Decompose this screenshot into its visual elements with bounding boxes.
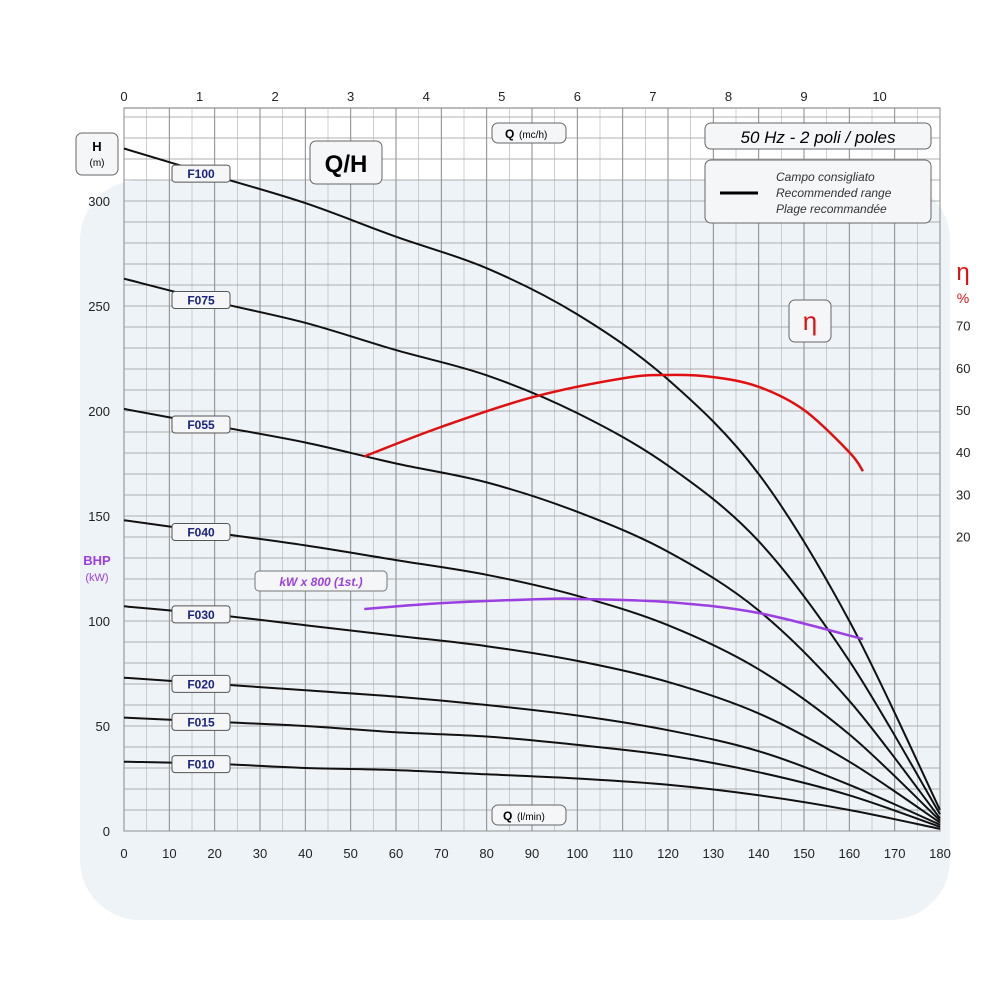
curve-label-box — [171, 290, 231, 309]
head-curve-f010 — [123, 760, 941, 830]
head-curve-f020 — [123, 676, 941, 826]
legend-text: Recommended range — [776, 186, 892, 200]
y-left-tick-label: 150 — [88, 509, 110, 524]
head-curve-f015 — [123, 716, 941, 828]
x-bottom-unit: (l/min) — [517, 812, 545, 823]
curve-label-box — [171, 415, 231, 434]
eta-box — [788, 299, 832, 343]
y-right-tick-label: 60 — [956, 361, 970, 376]
legend-text: Campo consigliato — [776, 170, 875, 184]
power-label-box — [254, 570, 388, 592]
y-right-tick-label: 30 — [956, 487, 970, 502]
y-axis-label: H — [92, 139, 101, 154]
x-bottom-tick-label: 10 — [162, 846, 176, 861]
x-bottom-tick-label: 180 — [929, 846, 951, 861]
bhp-axis-label: BHP — [83, 553, 111, 568]
watermark-background — [80, 180, 950, 920]
head-curve-f075 — [123, 277, 941, 815]
legend-box — [704, 159, 932, 224]
x-top-tick-label: 3 — [347, 89, 354, 104]
legend-text: Plage recommandée — [776, 202, 887, 216]
x-top-label: Q — [505, 127, 514, 141]
x-top-tick-label: 0 — [120, 89, 127, 104]
eta-axis-label: η — [956, 259, 969, 286]
chart-title: Q/H — [325, 151, 368, 178]
x-top-tick-label: 8 — [725, 89, 732, 104]
x-bottom-tick-label: 140 — [748, 846, 770, 861]
head-curve-f055 — [123, 407, 941, 820]
curve-label-box — [171, 755, 231, 774]
x-bottom-tick-label: 130 — [702, 846, 724, 861]
x-bottom-tick-label: 50 — [343, 846, 357, 861]
curve-label: F075 — [187, 293, 215, 307]
curve-label: F040 — [187, 526, 215, 540]
x-bottom-tick-label: 110 — [612, 846, 633, 861]
y-axis-label-box — [75, 132, 119, 176]
x-top-tick-label: 5 — [498, 89, 505, 104]
efficiency-curve — [363, 373, 864, 472]
y-right-tick-label: 50 — [956, 403, 970, 418]
x-top-tick-label: 6 — [574, 89, 581, 104]
x-bottom-tick-label: 70 — [434, 846, 448, 861]
y-left-tick-label: 300 — [88, 194, 110, 209]
curve-label: F030 — [187, 608, 215, 622]
x-top-label-box — [491, 122, 567, 144]
x-bottom-tick-label: 20 — [207, 846, 221, 861]
curve-label-box — [171, 523, 231, 542]
bhp-axis-unit: (kW) — [85, 572, 108, 584]
x-bottom-tick-label: 170 — [884, 846, 906, 861]
y-axis-unit: (m) — [90, 158, 105, 169]
x-top-tick-label: 7 — [649, 89, 656, 104]
x-top-tick-label: 9 — [800, 89, 807, 104]
x-bottom-tick-label: 120 — [657, 846, 679, 861]
y-left-tick-label: 0 — [103, 824, 110, 839]
title-box — [309, 140, 383, 185]
x-bottom-tick-label: 0 — [120, 846, 127, 861]
power-curve-label: kW x 800 (1st.) — [279, 575, 362, 589]
head-curve-f040 — [123, 519, 941, 822]
eta-axis-unit: % — [957, 290, 969, 306]
y-right-tick-label: 70 — [956, 319, 970, 334]
curve-label-box — [171, 605, 231, 624]
y-left-tick-label: 200 — [88, 404, 110, 419]
curve-label-box — [171, 164, 231, 183]
y-left-tick-label: 250 — [88, 299, 110, 314]
x-bottom-tick-label: 150 — [793, 846, 815, 861]
x-top-tick-label: 2 — [271, 89, 278, 104]
x-bottom-tick-label: 30 — [253, 846, 267, 861]
y-right-tick-label: 20 — [956, 530, 970, 545]
y-right-tick-label: 40 — [956, 445, 970, 460]
x-bottom-tick-label: 90 — [525, 846, 539, 861]
curve-label: F020 — [187, 677, 215, 691]
x-top-tick-label: 4 — [423, 89, 430, 104]
curve-label: F015 — [187, 715, 215, 729]
x-bottom-tick-label: 40 — [298, 846, 312, 861]
curve-label: F100 — [187, 167, 215, 181]
x-top-tick-label: 10 — [872, 89, 886, 104]
curve-label-box — [171, 674, 231, 693]
x-bottom-tick-label: 60 — [389, 846, 403, 861]
y-left-tick-label: 100 — [88, 614, 110, 629]
frequency-box — [704, 122, 932, 150]
x-bottom-tick-label: 80 — [479, 846, 493, 861]
head-curve-f100 — [123, 147, 941, 811]
curve-label: F010 — [187, 758, 215, 772]
y-left-tick-label: 50 — [96, 719, 110, 734]
power-curve — [364, 597, 864, 641]
eta-curve-label: η — [803, 306, 817, 336]
x-bottom-tick-label: 100 — [566, 846, 588, 861]
x-bottom-label-box — [491, 804, 567, 826]
head-curve-f030 — [123, 605, 941, 824]
frequency-label: 50 Hz - 2 poli / poles — [741, 128, 896, 147]
x-bottom-tick-label: 160 — [838, 846, 860, 861]
curve-label-box — [171, 712, 231, 731]
x-top-unit: (mc/h) — [519, 130, 547, 141]
x-bottom-label: Q — [503, 809, 512, 823]
curve-label: F055 — [187, 418, 215, 432]
x-top-tick-label: 1 — [196, 89, 203, 104]
